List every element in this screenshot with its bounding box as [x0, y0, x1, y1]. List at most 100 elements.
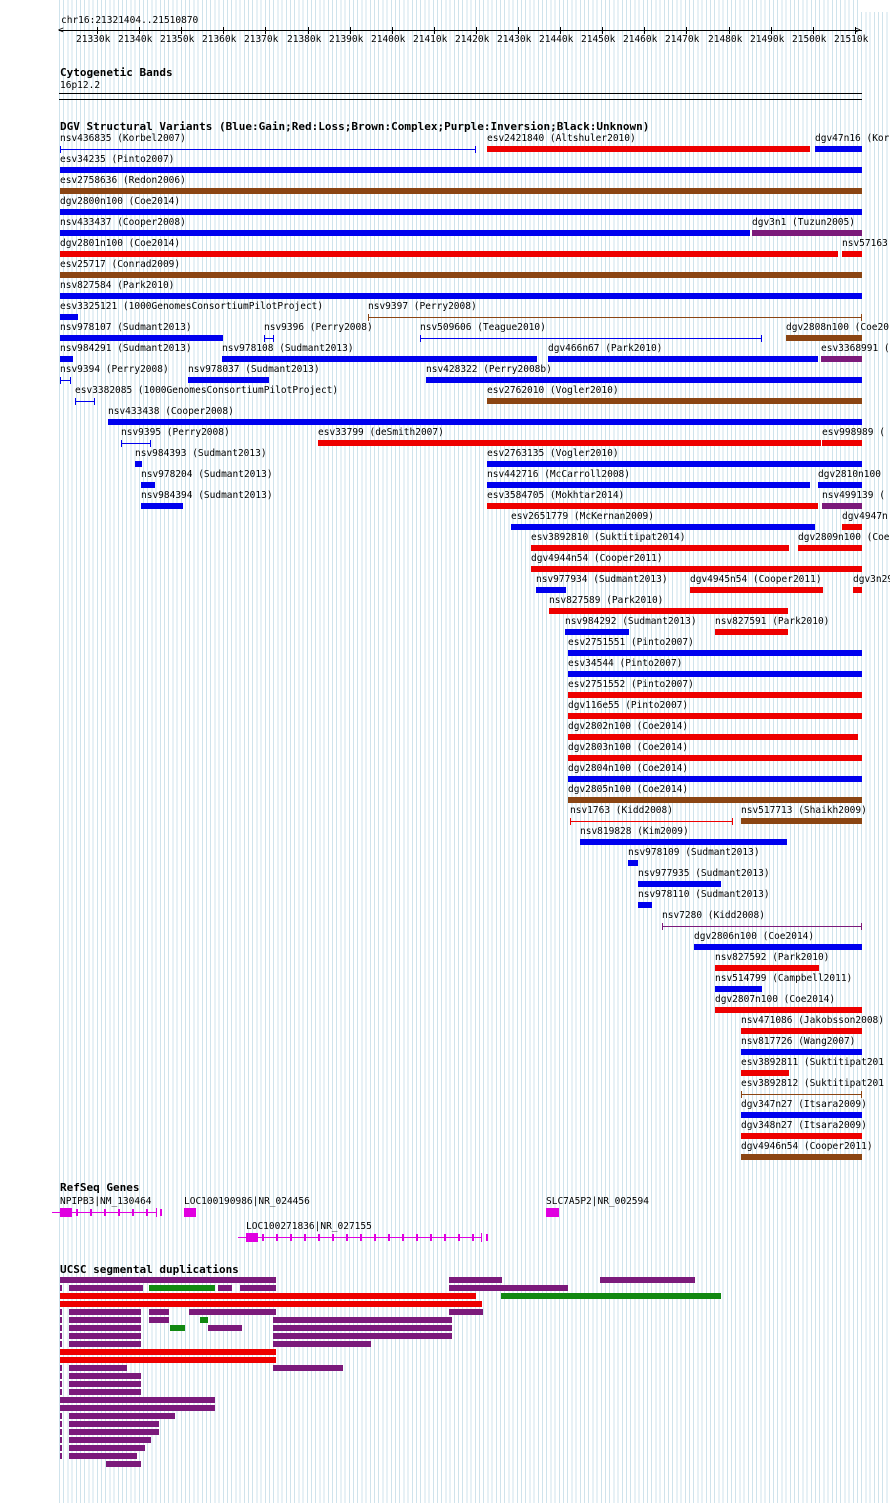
segdup-block[interactable]	[60, 1301, 482, 1307]
variant-label[interactable]: esv3382085 (1000GenomesConsortiumPilotPr…	[75, 385, 339, 396]
variant-bar[interactable]	[141, 482, 155, 488]
variant-label[interactable]: esv2762010 (Vogler2010)	[487, 385, 619, 396]
variant-line[interactable]	[60, 149, 476, 150]
variant-label[interactable]: nsv436835 (Korbel2007)	[60, 133, 186, 144]
variant-label[interactable]: esv3892811 (Suktitipat201	[741, 1057, 884, 1068]
variant-bar[interactable]	[568, 713, 862, 719]
variant-bar[interactable]	[141, 503, 183, 509]
variant-label[interactable]: esv2751552 (Pinto2007)	[568, 679, 694, 690]
segdup-block[interactable]	[60, 1453, 62, 1459]
segdup-block[interactable]	[149, 1285, 215, 1291]
variant-bar[interactable]	[568, 671, 862, 677]
segdup-block[interactable]	[69, 1389, 141, 1395]
segdup-block[interactable]	[273, 1365, 343, 1371]
segdup-block[interactable]	[69, 1413, 175, 1419]
gene-label[interactable]: LOC100190986|NR_024456	[184, 1196, 310, 1207]
variant-label[interactable]: nsv9396 (Perry2008)	[264, 322, 373, 333]
variant-bar[interactable]	[818, 482, 862, 488]
gene-label[interactable]: NPIPB3|NM_130464	[60, 1196, 152, 1207]
segdup-block[interactable]	[69, 1429, 159, 1435]
segdup-block[interactable]	[60, 1309, 62, 1315]
segdup-block[interactable]	[60, 1277, 276, 1283]
variant-label[interactable]: dgv2800n100 (Coe2014)	[60, 196, 181, 207]
variant-bar[interactable]	[842, 251, 862, 257]
segdup-block[interactable]	[60, 1285, 62, 1291]
variant-label[interactable]: nsv978204 (Sudmant2013)	[141, 469, 273, 480]
variant-label[interactable]: nsv509606 (Teague2010)	[420, 322, 546, 333]
variant-label[interactable]: nsv7280 (Kidd2008)	[662, 910, 765, 921]
variant-bar[interactable]	[531, 566, 862, 572]
segdup-block[interactable]	[60, 1357, 276, 1363]
variant-label[interactable]: esv34235 (Pinto2007)	[60, 154, 175, 165]
variant-bar[interactable]	[60, 335, 223, 341]
variant-bar[interactable]	[565, 629, 629, 635]
segdup-block[interactable]	[69, 1437, 151, 1443]
variant-bar[interactable]	[487, 146, 810, 152]
variant-label[interactable]: dgv2802n100 (Coe2014)	[568, 721, 689, 732]
segdup-block[interactable]	[273, 1325, 452, 1331]
segdup-block[interactable]	[69, 1453, 137, 1459]
variant-bar[interactable]	[60, 293, 862, 299]
variant-bar[interactable]	[715, 1007, 862, 1013]
segdup-block[interactable]	[60, 1317, 62, 1323]
variant-label[interactable]: esv2758636 (Redon2006)	[60, 175, 186, 186]
variant-label[interactable]: dgv4945n54 (Cooper2011)	[690, 574, 822, 585]
variant-label[interactable]: nsv428322 (Perry2008b)	[426, 364, 552, 375]
variant-label[interactable]: nsv984292 (Sudmant2013)	[565, 616, 697, 627]
variant-label[interactable]: nsv9394 (Perry2008)	[60, 364, 169, 375]
variant-label[interactable]: nsv827592 (Park2010)	[715, 952, 830, 963]
variant-label[interactable]: nsv977935 (Sudmant2013)	[638, 868, 770, 879]
segdup-track-title[interactable]: UCSC segmental duplications	[60, 1263, 239, 1276]
segdup-block[interactable]	[60, 1373, 62, 1379]
variant-bar[interactable]	[222, 356, 537, 362]
variant-bar[interactable]	[568, 755, 862, 761]
variant-line[interactable]	[368, 317, 862, 318]
variant-label[interactable]: dgv2809n100 (Coe	[798, 532, 890, 543]
variant-bar[interactable]	[822, 503, 862, 509]
variant-bar[interactable]	[511, 524, 815, 530]
variant-label[interactable]: dgv2803n100 (Coe2014)	[568, 742, 689, 753]
variant-bar[interactable]	[568, 734, 858, 740]
segdup-block[interactable]	[273, 1341, 371, 1347]
segdup-block[interactable]	[449, 1277, 502, 1283]
variant-bar[interactable]	[60, 230, 750, 236]
variant-label[interactable]: esv2421840 (Altshuler2010)	[487, 133, 636, 144]
variant-label[interactable]: nsv9397 (Perry2008)	[368, 301, 477, 312]
variant-label[interactable]: esv34544 (Pinto2007)	[568, 658, 683, 669]
variant-label[interactable]: nsv819828 (Kim2009)	[580, 826, 689, 837]
segdup-block[interactable]	[69, 1381, 141, 1387]
segdup-block[interactable]	[60, 1333, 62, 1339]
variant-label[interactable]: nsv514799 (Campbell2011)	[715, 973, 853, 984]
variant-label[interactable]: dgv2804n100 (Coe2014)	[568, 763, 689, 774]
variant-label[interactable]: esv2763135 (Vogler2010)	[487, 448, 619, 459]
variant-bar[interactable]	[188, 377, 269, 383]
variant-label[interactable]: esv2651779 (McKernan2009)	[511, 511, 654, 522]
gene-label[interactable]: LOC100271836|NR_027155	[246, 1221, 372, 1232]
variant-bar[interactable]	[821, 356, 862, 362]
segdup-block[interactable]	[69, 1285, 143, 1291]
variant-label[interactable]: nsv57163	[842, 238, 888, 249]
segdup-block[interactable]	[218, 1285, 232, 1291]
variant-label[interactable]: nsv827584 (Park2010)	[60, 280, 175, 291]
variant-bar[interactable]	[568, 650, 862, 656]
variant-label[interactable]: nsv977934 (Sudmant2013)	[536, 574, 668, 585]
variant-bar[interactable]	[815, 146, 862, 152]
variant-label[interactable]: nsv499139 (	[822, 490, 885, 501]
variant-bar[interactable]	[536, 587, 566, 593]
segdup-block[interactable]	[69, 1445, 145, 1451]
dgv-track-title[interactable]: DGV Structural Variants (Blue:Gain;Red:L…	[60, 120, 650, 133]
variant-label[interactable]: dgv2810n100	[818, 469, 881, 480]
variant-label[interactable]: nsv1763 (Kidd2008)	[570, 805, 673, 816]
segdup-block[interactable]	[449, 1285, 568, 1291]
variant-bar[interactable]	[531, 545, 789, 551]
variant-bar[interactable]	[638, 881, 721, 887]
segdup-block[interactable]	[501, 1293, 721, 1299]
variant-label[interactable]: dgv2805n100 (Coe2014)	[568, 784, 689, 795]
segdup-block[interactable]	[69, 1373, 141, 1379]
variant-label[interactable]: esv33799 (deSmith2007)	[318, 427, 444, 438]
variant-bar[interactable]	[638, 902, 652, 908]
variant-label[interactable]: nsv442716 (McCarroll2008)	[487, 469, 630, 480]
variant-bar[interactable]	[487, 398, 862, 404]
segdup-block[interactable]	[273, 1317, 452, 1323]
variant-label[interactable]: esv3892810 (Suktitipat2014)	[531, 532, 686, 543]
